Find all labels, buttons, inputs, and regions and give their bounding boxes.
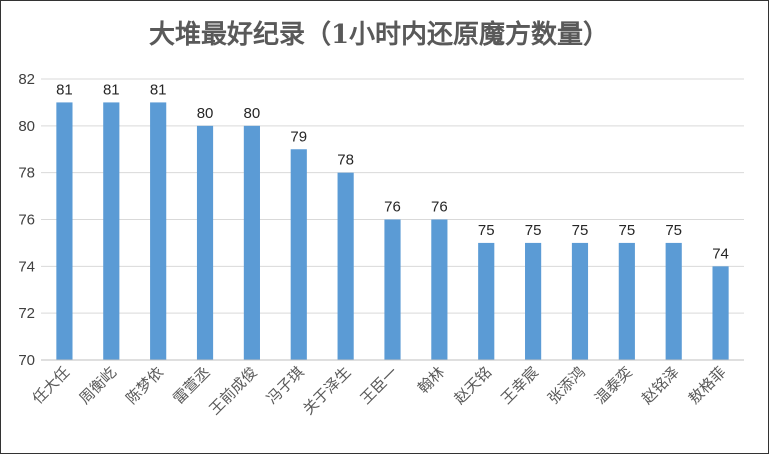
x-tick-label: 关于泽生: [299, 363, 354, 418]
data-label: 81: [150, 81, 167, 98]
data-label: 81: [103, 81, 120, 98]
data-label: 79: [290, 128, 307, 145]
data-label: 76: [431, 199, 448, 216]
x-tick-label: 赵天铭: [451, 363, 496, 408]
bars: [56, 102, 729, 361]
x-tick-label: 雷萱丞: [169, 363, 214, 408]
bar: [56, 102, 73, 361]
y-tick-label: 70: [18, 352, 35, 369]
bar: [150, 102, 167, 361]
bar: [665, 242, 682, 360]
x-tick-label: 翰林: [414, 363, 448, 397]
x-tick-label: 王前成俊: [206, 363, 261, 418]
bar: [712, 266, 729, 360]
y-tick-label: 74: [18, 258, 35, 275]
data-labels: 81 81 81 80 80 79 78 76 76 75 75 75 75 75 74: [56, 81, 729, 262]
y-axis-ticks: 70 72 74 76 78 80 82: [18, 71, 35, 369]
y-tick-label: 76: [18, 212, 35, 229]
bar: [525, 242, 542, 360]
data-label: 75: [525, 222, 542, 239]
x-tick-label: 赵铭泽: [638, 363, 683, 408]
data-label: 75: [572, 222, 589, 239]
data-label: 75: [478, 222, 495, 239]
data-label: 76: [384, 199, 401, 216]
bar: [618, 242, 635, 360]
data-label: 80: [244, 105, 261, 122]
x-tick-label: 张添鸿: [544, 363, 589, 408]
bar: [290, 149, 307, 360]
x-tick-label: 王臣一: [357, 363, 402, 408]
x-tick-label: 冯子琪: [263, 363, 308, 408]
bar: [431, 219, 448, 360]
data-label: 78: [337, 152, 354, 169]
bar: [103, 102, 120, 361]
data-label: 75: [618, 222, 635, 239]
x-tick-label: 温泰奕: [591, 363, 636, 408]
data-label: 75: [665, 222, 682, 239]
y-tick-label: 78: [18, 165, 35, 182]
data-label: 74: [712, 245, 729, 262]
y-tick-label: 72: [18, 305, 35, 322]
x-tick-label: 敖格菲: [685, 363, 730, 408]
bar: [196, 125, 214, 360]
x-tick-label: 周衡屹: [76, 363, 121, 408]
bar: [478, 242, 495, 360]
bar: [243, 125, 260, 360]
x-tick-label: 任大任: [29, 363, 74, 408]
data-label: 80: [197, 105, 214, 122]
y-tick-label: 82: [18, 71, 35, 88]
bar: [571, 242, 589, 360]
x-tick-label: 陈梦依: [122, 363, 167, 408]
y-tick-label: 80: [18, 118, 35, 135]
data-label: 81: [56, 81, 73, 98]
bar: [337, 172, 354, 360]
bar: [384, 219, 401, 360]
chart-title: 大堆最好纪录（1小时内还原魔方数量）: [149, 19, 609, 50]
x-tick-label: 王幸宸: [497, 363, 542, 408]
